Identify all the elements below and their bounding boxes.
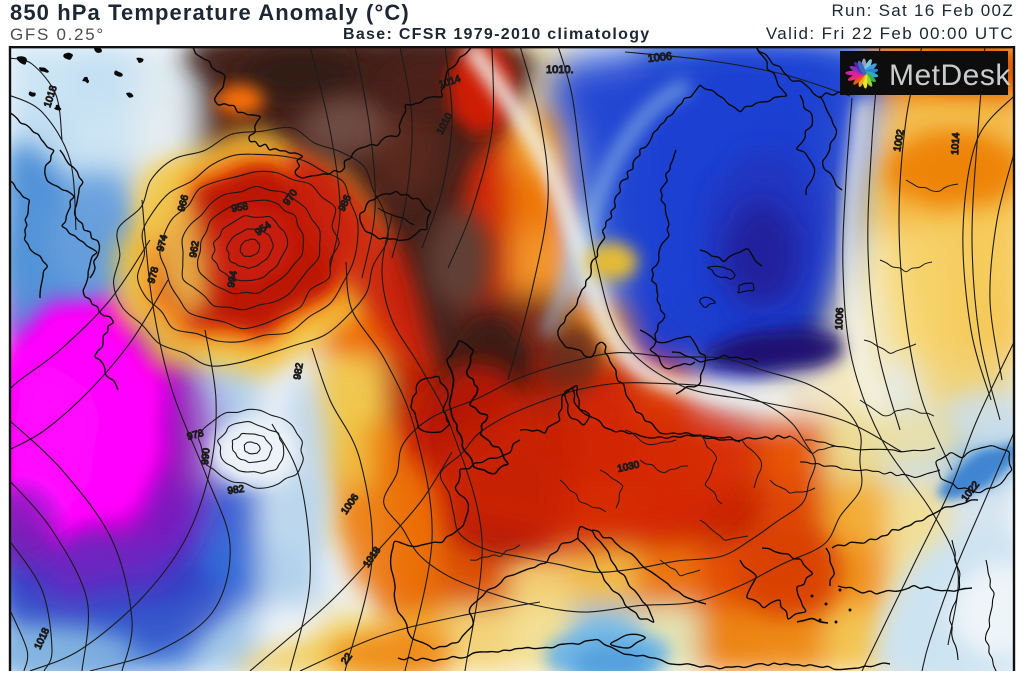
- svg-text:1030: 1030: [616, 459, 640, 474]
- svg-text:978: 978: [186, 428, 205, 443]
- svg-text:974: 974: [155, 233, 170, 252]
- svg-text:978: 978: [146, 265, 161, 284]
- svg-text:982: 982: [227, 484, 245, 497]
- svg-text:1002: 1002: [892, 128, 907, 152]
- svg-text:1006: 1006: [647, 50, 673, 64]
- svg-text:962: 962: [188, 240, 202, 259]
- svg-text:1006: 1006: [834, 307, 846, 330]
- svg-text:1014: 1014: [950, 132, 962, 155]
- svg-text:990: 990: [200, 447, 212, 465]
- svg-text:MetDesk: MetDesk: [889, 59, 1011, 92]
- svg-text:958: 958: [231, 201, 250, 215]
- svg-text:1010.: 1010.: [546, 64, 574, 76]
- svg-text:982: 982: [292, 362, 306, 381]
- svg-text:966: 966: [176, 193, 191, 212]
- svg-text:994: 994: [226, 270, 240, 289]
